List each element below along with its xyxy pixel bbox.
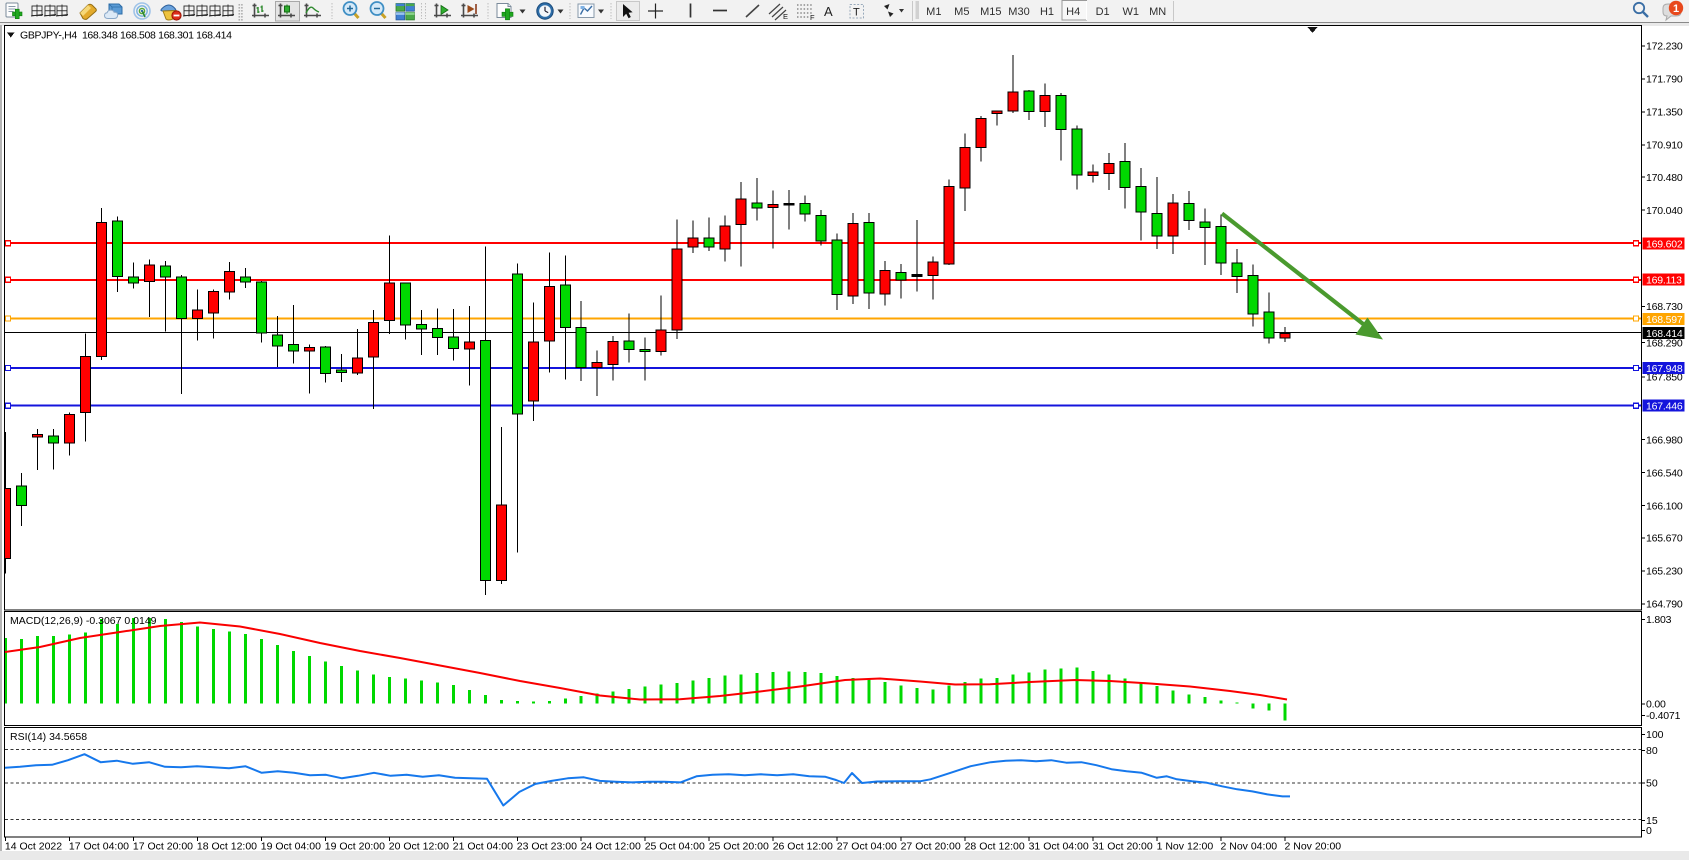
svg-text:25 Oct 04:00: 25 Oct 04:00	[645, 841, 705, 853]
svg-text:171.790: 171.790	[1646, 74, 1683, 86]
svg-text:M1: M1	[926, 6, 941, 18]
svg-text:167.446: 167.446	[1646, 401, 1683, 413]
svg-text:M15: M15	[980, 6, 1001, 18]
svg-text:80: 80	[1646, 745, 1658, 757]
svg-text:31 Oct 04:00: 31 Oct 04:00	[1029, 841, 1089, 853]
svg-text:1: 1	[1673, 3, 1679, 15]
svg-text:14 Oct 2022: 14 Oct 2022	[5, 841, 62, 853]
svg-text:50: 50	[1646, 778, 1658, 790]
svg-text:M5: M5	[954, 6, 969, 18]
svg-text:169.602: 169.602	[1646, 239, 1683, 251]
svg-text:MACD(12,26,9) -0.3067 0.0149: MACD(12,26,9) -0.3067 0.0149	[10, 615, 157, 627]
svg-text:170.910: 170.910	[1646, 140, 1683, 152]
svg-text:RSI(14) 34.5658: RSI(14) 34.5658	[10, 731, 87, 743]
svg-text:-0.4071: -0.4071	[1646, 710, 1681, 722]
svg-text:17 Oct 04:00: 17 Oct 04:00	[69, 841, 129, 853]
svg-text:F: F	[810, 13, 815, 22]
svg-text:166.980: 166.980	[1646, 434, 1683, 446]
svg-text:M30: M30	[1008, 6, 1029, 18]
svg-text:27 Oct 20:00: 27 Oct 20:00	[901, 841, 961, 853]
svg-text:26 Oct 12:00: 26 Oct 12:00	[773, 841, 833, 853]
svg-text:H1: H1	[1040, 6, 1054, 18]
svg-text:168.414: 168.414	[1646, 328, 1683, 340]
svg-text:1 Nov 12:00: 1 Nov 12:00	[1157, 841, 1214, 853]
svg-text:165.230: 165.230	[1646, 566, 1683, 578]
svg-text:2 Nov 20:00: 2 Nov 20:00	[1285, 841, 1342, 853]
svg-text:164.790: 164.790	[1646, 599, 1683, 611]
svg-text:MN: MN	[1149, 6, 1166, 18]
svg-text:18 Oct 12:00: 18 Oct 12:00	[197, 841, 257, 853]
svg-text:0: 0	[1646, 825, 1652, 837]
svg-text:1.803: 1.803	[1646, 614, 1672, 626]
svg-text:24 Oct 12:00: 24 Oct 12:00	[581, 841, 641, 853]
svg-text:T: T	[853, 7, 860, 19]
svg-text:W1: W1	[1123, 6, 1140, 18]
svg-text:166.100: 166.100	[1646, 500, 1683, 512]
svg-text:166.540: 166.540	[1646, 467, 1683, 479]
svg-text:H4: H4	[1066, 6, 1080, 18]
svg-text:171.350: 171.350	[1646, 107, 1683, 119]
svg-text:167.850: 167.850	[1646, 372, 1683, 384]
svg-text:21 Oct 04:00: 21 Oct 04:00	[453, 841, 513, 853]
svg-text:2 Nov 04:00: 2 Nov 04:00	[1221, 841, 1278, 853]
svg-text:GBPJPY-,H4 168.348 168.508 16: GBPJPY-,H4 168.348 168.508 168.301 168.4…	[20, 30, 232, 42]
svg-text:169.113: 169.113	[1646, 275, 1682, 287]
svg-text:168.290: 168.290	[1646, 337, 1683, 349]
svg-text:170.040: 170.040	[1646, 205, 1683, 217]
svg-text:165.670: 165.670	[1646, 533, 1683, 545]
svg-text:170.480: 170.480	[1646, 172, 1683, 184]
svg-text:20 Oct 12:00: 20 Oct 12:00	[389, 841, 449, 853]
svg-text:15: 15	[1646, 815, 1658, 827]
svg-text:167.948: 167.948	[1646, 363, 1683, 375]
svg-text:19 Oct 20:00: 19 Oct 20:00	[325, 841, 385, 853]
svg-text:A: A	[824, 4, 833, 19]
svg-text:172.230: 172.230	[1646, 41, 1683, 53]
svg-text:168.597: 168.597	[1646, 314, 1683, 326]
svg-text:31 Oct 20:00: 31 Oct 20:00	[1093, 841, 1153, 853]
svg-text:23 Oct 23:00: 23 Oct 23:00	[517, 841, 577, 853]
svg-text:0.00: 0.00	[1646, 698, 1666, 710]
svg-text:28 Oct 12:00: 28 Oct 12:00	[965, 841, 1025, 853]
svg-text:17 Oct 20:00: 17 Oct 20:00	[133, 841, 193, 853]
svg-text:19 Oct 04:00: 19 Oct 04:00	[261, 841, 321, 853]
svg-text:D1: D1	[1096, 6, 1110, 18]
svg-text:100: 100	[1646, 729, 1664, 741]
svg-text:168.730: 168.730	[1646, 301, 1683, 313]
svg-text:27 Oct 04:00: 27 Oct 04:00	[837, 841, 897, 853]
svg-text:25 Oct 20:00: 25 Oct 20:00	[709, 841, 769, 853]
svg-text:E: E	[783, 12, 788, 21]
